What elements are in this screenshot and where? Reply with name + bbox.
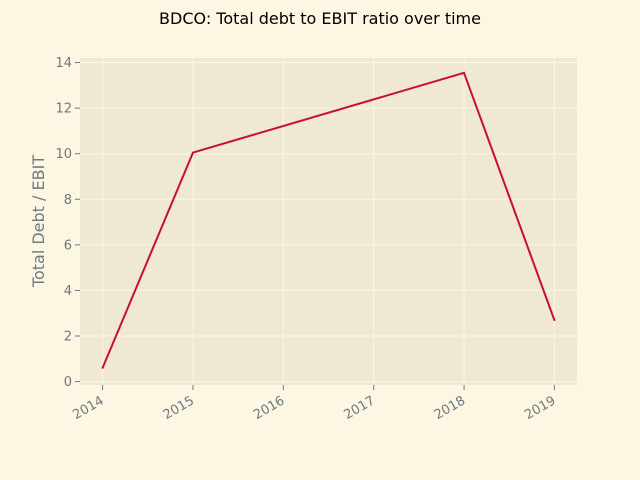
series-line-0 [101, 71, 556, 369]
grid-lines [80, 58, 577, 385]
series-group [101, 71, 556, 369]
data-point [463, 71, 466, 74]
y-tick-label: 14 [55, 56, 72, 71]
y-tick-label: 0 [64, 375, 72, 390]
chart-title: BDCO: Total debt to EBIT ratio over time [159, 9, 481, 28]
y-axis-label: Total Debt / EBIT [29, 155, 48, 288]
data-point [553, 319, 556, 322]
data-point [101, 366, 104, 369]
y-axis: 0 2 4 6 8 10 12 14 [55, 56, 80, 390]
y-tick-label: 10 [55, 147, 72, 162]
y-tick-label: 12 [55, 102, 72, 117]
y-tick-label: 8 [64, 193, 72, 208]
data-point [191, 151, 194, 154]
y-tick-label: 2 [64, 330, 72, 345]
y-tick-label: 6 [64, 238, 72, 253]
y-tick-label: 4 [64, 284, 72, 299]
